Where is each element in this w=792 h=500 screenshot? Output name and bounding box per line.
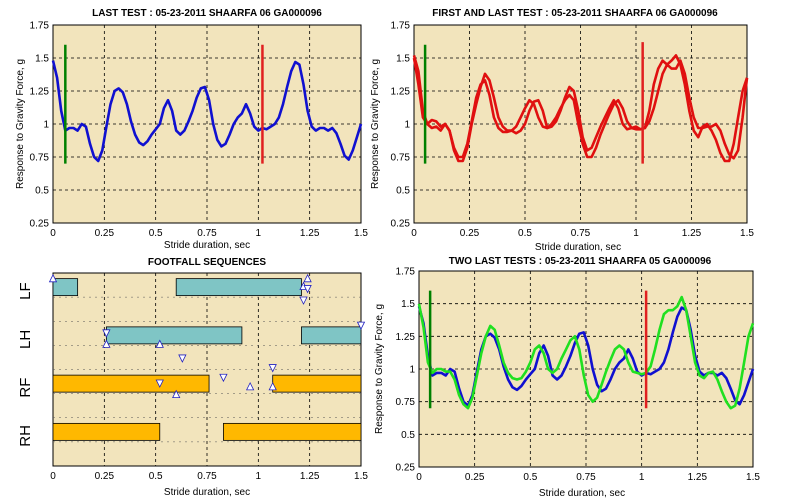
x-tick-label: 1.5 bbox=[746, 472, 760, 483]
contact-marker-down-6 bbox=[102, 329, 111, 338]
y-tick-label: 1 bbox=[409, 365, 415, 376]
chart-title: TWO LAST TESTS : 05-23-2011 SHAARFA 05 G… bbox=[449, 256, 712, 267]
x-tick-label: 0.25 bbox=[95, 471, 115, 482]
x-tick-label: 0 bbox=[411, 228, 417, 239]
x-tick-label: 0 bbox=[50, 471, 56, 482]
x-tick-label: 0 bbox=[416, 472, 422, 483]
chart-two-last-tests: TWO LAST TESTS : 05-23-2011 SHAARFA 05 G… bbox=[374, 256, 760, 499]
y-tick-label: 0.75 bbox=[391, 153, 411, 164]
x-tick-label: 0.5 bbox=[149, 228, 163, 239]
row-label-rh: RH bbox=[17, 425, 34, 447]
contact-marker-down-5 bbox=[268, 364, 277, 373]
contact-marker-up-6 bbox=[102, 339, 111, 348]
y-tick-label: 0.75 bbox=[30, 153, 50, 164]
footfall-bar-5 bbox=[272, 374, 362, 393]
footfall-bar-4 bbox=[52, 374, 210, 393]
y-tick-label: 1.5 bbox=[401, 299, 415, 310]
x-axis-label: Stride duration, sec bbox=[164, 240, 250, 251]
y-tick-label: 1 bbox=[43, 120, 49, 131]
footfall-bar-3 bbox=[301, 326, 362, 345]
x-tick-label: 1.5 bbox=[354, 471, 368, 482]
series-line-0 bbox=[51, 60, 363, 163]
footfall-bar-0 bbox=[52, 278, 79, 297]
contact-marker-down-3 bbox=[178, 354, 187, 363]
series-line-1 bbox=[417, 295, 755, 410]
y-axis-label: Response to Gravity Force, g bbox=[374, 304, 385, 434]
y-tick-label: 0.25 bbox=[30, 219, 50, 230]
y-tick-label: 0.75 bbox=[396, 397, 416, 408]
chart-title: LAST TEST : 05-23-2011 SHAARFA 06 GA0000… bbox=[92, 8, 322, 19]
contact-marker-up-0 bbox=[48, 273, 58, 283]
footfall-bar-7 bbox=[223, 422, 362, 441]
x-tick-label: 1 bbox=[639, 472, 645, 483]
x-tick-label: 0.75 bbox=[197, 228, 217, 239]
x-tick-label: 0.5 bbox=[518, 228, 532, 239]
chart-footfall-sequences: FOOTFALL SEQUENCES Stride duration, sec … bbox=[17, 257, 368, 498]
y-tick-label: 1.25 bbox=[30, 87, 50, 98]
y-tick-label: 0.5 bbox=[396, 186, 410, 197]
y-tick-label: 1.75 bbox=[30, 21, 50, 32]
row-label-lf: LF bbox=[17, 282, 34, 300]
footfall-bar-1 bbox=[175, 278, 302, 297]
x-tick-label: 0.75 bbox=[197, 471, 217, 482]
row-label-rf: RF bbox=[17, 378, 34, 398]
x-axis-label: Stride duration, sec bbox=[164, 487, 250, 498]
x-tick-label: 1.25 bbox=[300, 471, 320, 482]
chart-last-test: LAST TEST : 05-23-2011 SHAARFA 06 GA0000… bbox=[15, 8, 368, 251]
footfall-bar-6 bbox=[52, 422, 161, 441]
x-tick-label: 1.25 bbox=[682, 228, 702, 239]
x-tick-label: 0.75 bbox=[571, 228, 591, 239]
x-tick-label: 0.25 bbox=[95, 228, 115, 239]
x-tick-label: 0.5 bbox=[523, 472, 537, 483]
x-tick-label: 0.75 bbox=[576, 472, 596, 483]
x-tick-label: 1.5 bbox=[740, 228, 754, 239]
x-tick-label: 0.5 bbox=[149, 471, 163, 482]
y-tick-label: 0.25 bbox=[396, 463, 416, 474]
y-tick-label: 0.25 bbox=[391, 219, 411, 230]
y-tick-label: 1.5 bbox=[396, 54, 410, 65]
y-tick-label: 1 bbox=[404, 120, 410, 131]
y-tick-label: 1.75 bbox=[391, 21, 411, 32]
x-tick-label: 1 bbox=[633, 228, 639, 239]
y-tick-label: 0.5 bbox=[35, 186, 49, 197]
x-tick-label: 0.25 bbox=[460, 228, 480, 239]
y-axis-label: Response to Gravity Force, g bbox=[15, 59, 26, 189]
x-tick-label: 1 bbox=[256, 471, 262, 482]
y-tick-label: 0.5 bbox=[401, 430, 415, 441]
chart-first-and-last-test: FIRST AND LAST TEST : 05-23-2011 SHAARFA… bbox=[370, 8, 754, 253]
y-tick-label: 1.25 bbox=[396, 332, 416, 343]
y-tick-label: 1.75 bbox=[396, 267, 416, 278]
x-tick-label: 1.25 bbox=[688, 472, 708, 483]
chart-title: FOOTFALL SEQUENCES bbox=[148, 257, 266, 268]
x-tick-label: 0 bbox=[50, 228, 56, 239]
series-line-1 bbox=[412, 57, 749, 160]
y-tick-label: 1.25 bbox=[391, 87, 411, 98]
contact-marker-up-3 bbox=[172, 389, 181, 398]
contact-marker-up-4 bbox=[245, 381, 255, 391]
x-tick-label: 0.25 bbox=[465, 472, 485, 483]
x-tick-label: 1 bbox=[256, 228, 262, 239]
contact-marker-up-7 bbox=[155, 339, 164, 348]
contact-marker-down-2 bbox=[155, 379, 164, 388]
x-axis-label: Stride duration, sec bbox=[539, 488, 625, 499]
chart-title: FIRST AND LAST TEST : 05-23-2011 SHAARFA… bbox=[432, 8, 718, 19]
footfall-bar-2 bbox=[105, 326, 243, 345]
x-tick-label: 1.25 bbox=[300, 228, 320, 239]
contact-marker-down-1 bbox=[303, 285, 312, 294]
contact-marker-down-0 bbox=[299, 296, 308, 305]
row-label-lh: LH bbox=[17, 330, 34, 349]
y-axis-label: Response to Gravity Force, g bbox=[370, 59, 381, 189]
contact-marker-down-4 bbox=[219, 373, 228, 383]
contact-marker-up-2 bbox=[303, 273, 312, 283]
x-axis-label: Stride duration, sec bbox=[535, 242, 621, 253]
y-tick-label: 1.5 bbox=[35, 54, 49, 65]
x-tick-label: 1.5 bbox=[354, 228, 368, 239]
contact-marker-up-5 bbox=[268, 381, 277, 391]
contact-marker-down-7 bbox=[356, 321, 366, 331]
